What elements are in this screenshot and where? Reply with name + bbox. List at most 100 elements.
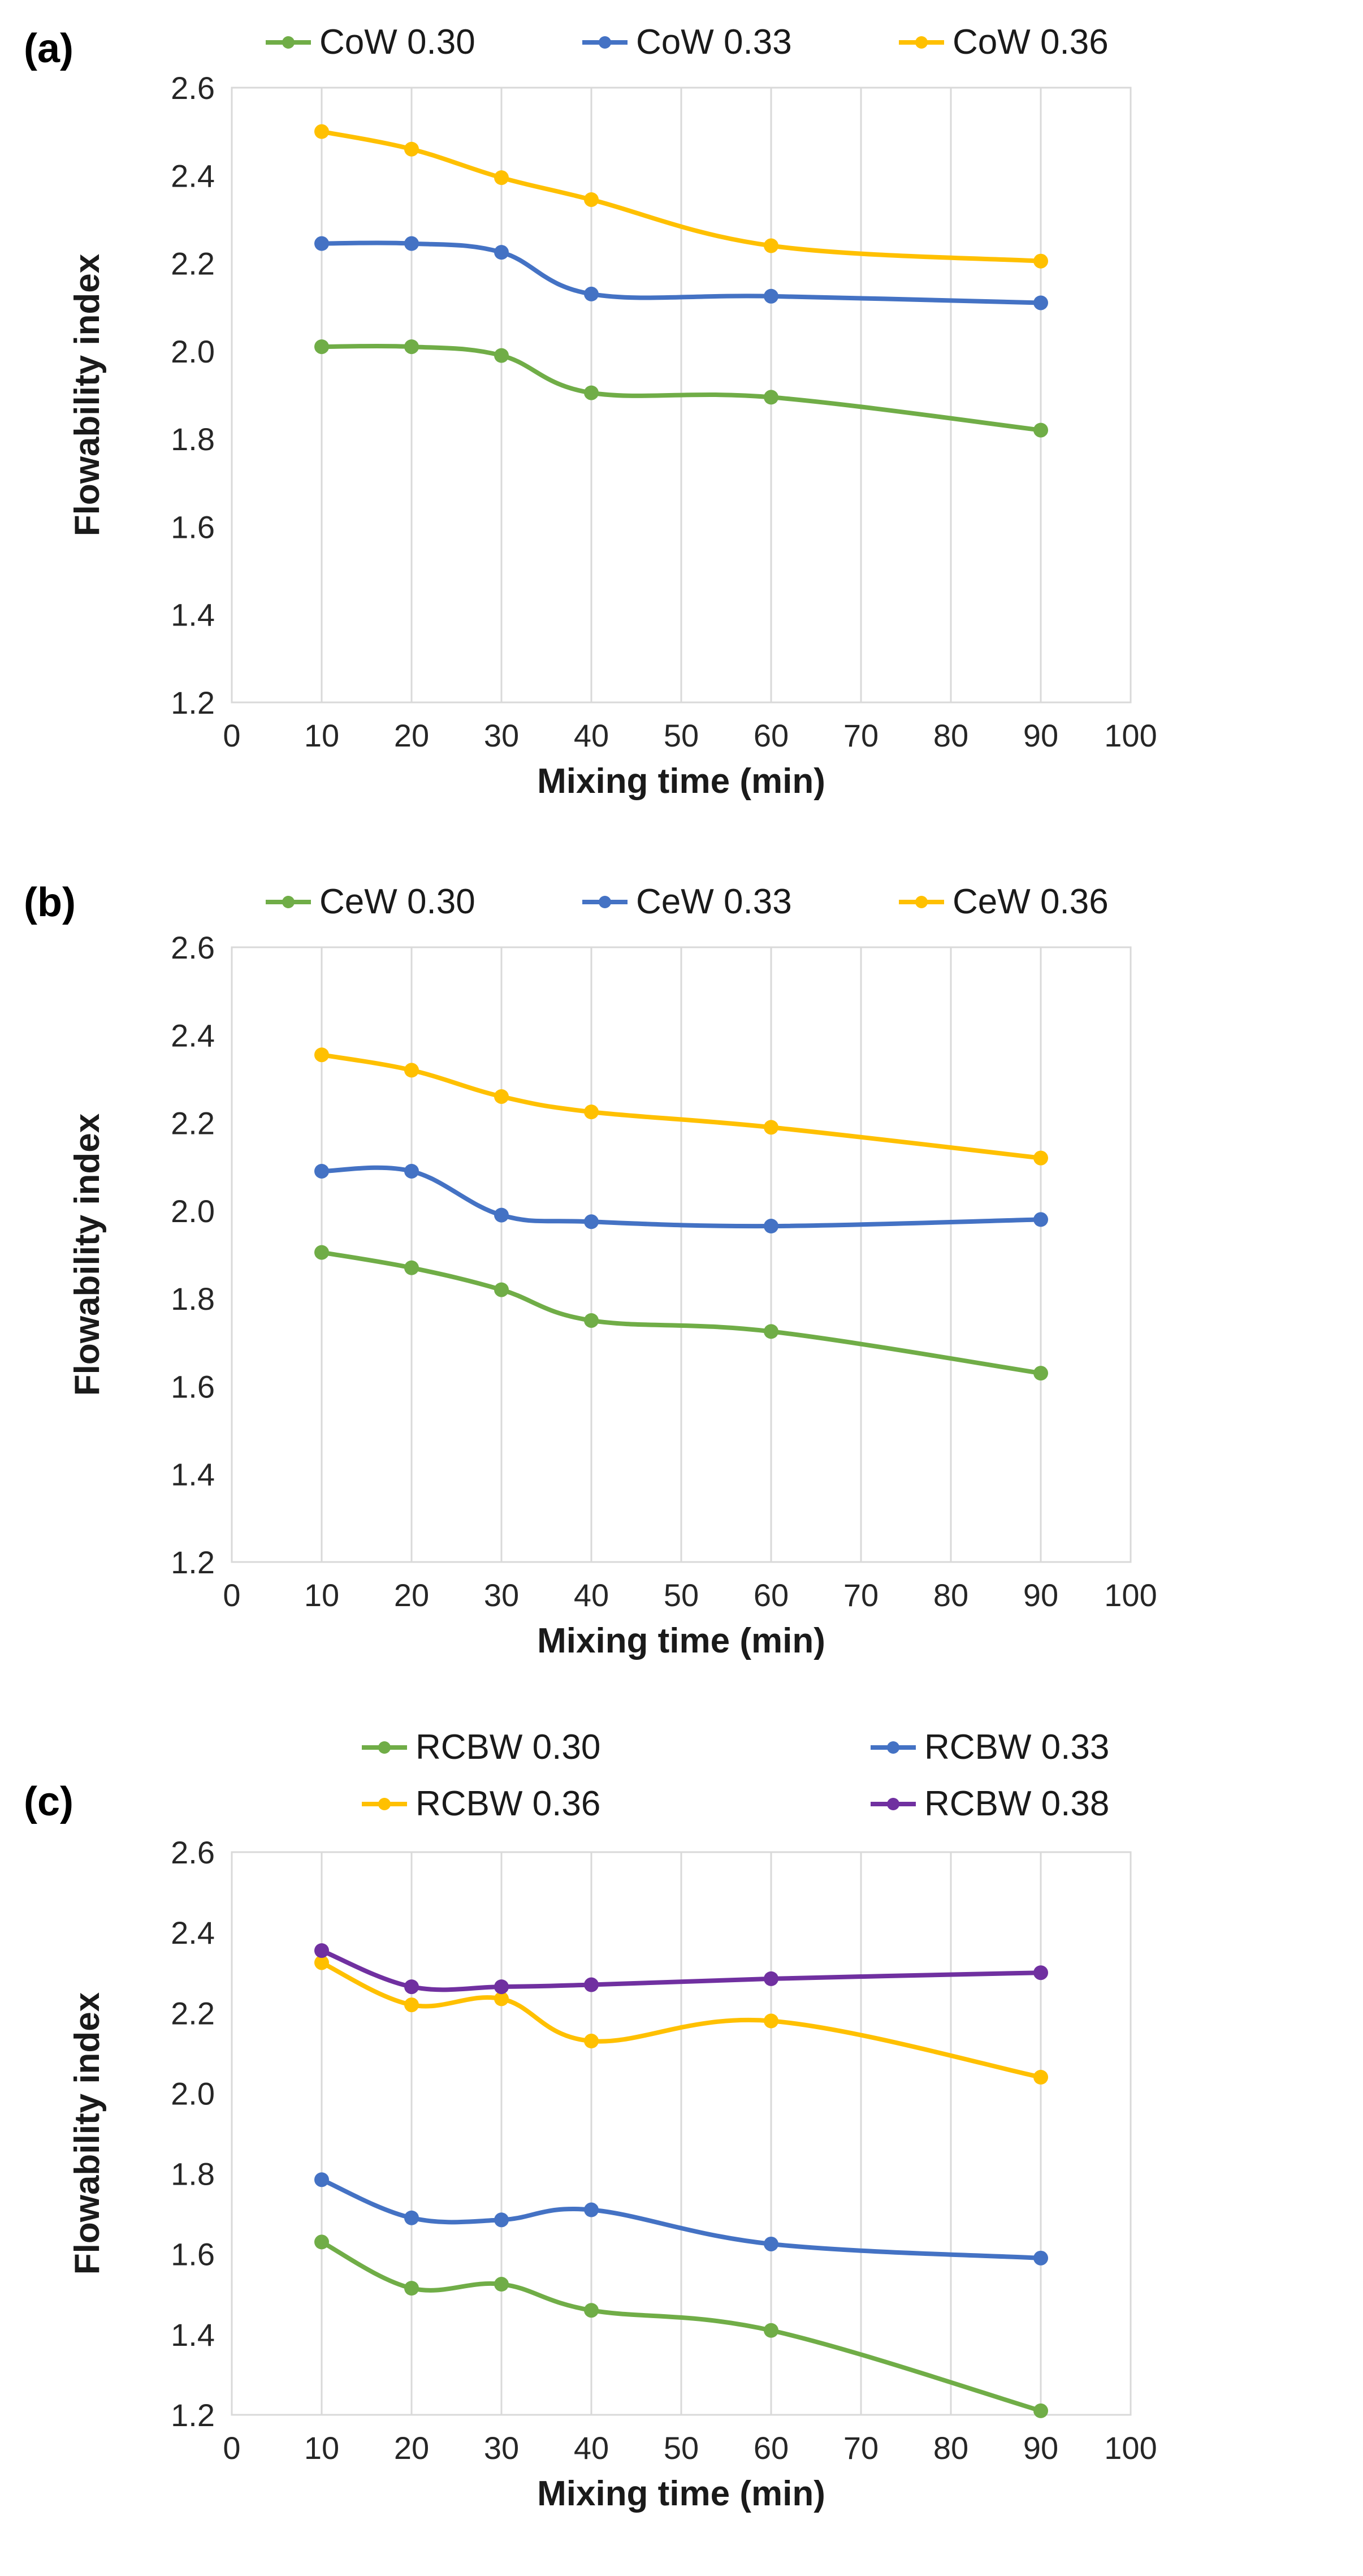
data-point <box>764 390 778 405</box>
x-tick-label: 70 <box>843 1577 879 1613</box>
data-point <box>584 385 599 400</box>
x-tick-label: 70 <box>843 718 879 753</box>
x-tick-label: 60 <box>754 2430 789 2466</box>
legend-label: CeW 0.30 <box>319 882 475 921</box>
data-point <box>494 1207 509 1223</box>
legend-label: RCBW 0.33 <box>924 1728 1109 1767</box>
data-point <box>314 1163 329 1179</box>
legend-label: CoW 0.30 <box>319 23 475 62</box>
data-point <box>314 1943 329 1958</box>
data-point <box>404 236 419 251</box>
chart-panel-a: (a) CoW 0.30 CoW 0.33 CoW 0.36 0 10 20 30 40 50 60… <box>0 0 1363 860</box>
legend-marker <box>378 1741 391 1754</box>
data-point <box>1033 2250 1048 2266</box>
x-tick-label: 10 <box>304 1577 339 1613</box>
data-point <box>404 1997 419 2013</box>
legend-marker <box>887 1798 899 1810</box>
x-tick-label: 50 <box>664 1577 699 1613</box>
y-tick-label: 1.6 <box>171 1369 215 1404</box>
data-point <box>404 1979 419 1995</box>
data-point <box>1033 1965 1048 1980</box>
data-point <box>1033 1212 1048 1227</box>
data-point <box>314 2234 329 2250</box>
x-tick-label: 30 <box>484 718 519 753</box>
legend-marker <box>887 1741 899 1754</box>
data-point <box>494 1089 509 1104</box>
y-tick-label: 2.0 <box>171 2076 215 2111</box>
y-tick-label: 1.8 <box>171 1281 215 1317</box>
x-tick-label: 50 <box>664 718 699 753</box>
data-point <box>494 2212 509 2228</box>
data-point <box>584 192 599 207</box>
data-point <box>1033 1150 1048 1166</box>
x-tick-label: 80 <box>933 718 968 753</box>
data-point <box>314 1955 329 1970</box>
data-point <box>1033 253 1048 269</box>
x-tick-label: 40 <box>574 1577 609 1613</box>
data-point <box>404 2281 419 2296</box>
x-tick-label: 0 <box>223 2430 240 2466</box>
data-point <box>1033 295 1048 310</box>
legend-marker <box>282 36 295 49</box>
data-point <box>314 1245 329 1260</box>
x-tick-label: 70 <box>843 2430 879 2466</box>
data-point <box>314 2172 329 2187</box>
data-point <box>1033 1366 1048 1381</box>
y-tick-label: 1.8 <box>171 421 215 457</box>
panel-label: (a) <box>24 26 73 71</box>
y-tick-label: 2.6 <box>171 1835 215 1870</box>
legend-label: RCBW 0.36 <box>416 1784 600 1823</box>
data-point <box>1033 2070 1048 2085</box>
x-tick-label: 0 <box>223 718 240 753</box>
x-tick-label: 100 <box>1104 2430 1157 2466</box>
data-point <box>494 170 509 185</box>
legend-marker <box>599 36 611 49</box>
x-tick-label: 40 <box>574 718 609 753</box>
data-point <box>404 141 419 157</box>
x-axis-title: Mixing time (min) <box>537 2474 825 2513</box>
y-tick-label: 1.4 <box>171 1457 215 1492</box>
data-point <box>494 1282 509 1297</box>
data-point <box>404 2210 419 2225</box>
data-point <box>584 1313 599 1328</box>
chart-panel-c: (c) RCBW 0.30 RCBW 0.33 RCBW 0.36 RCBW 0.38 0… <box>0 1719 1363 2576</box>
x-tick-label: 100 <box>1104 1577 1157 1613</box>
data-point <box>494 1991 509 2007</box>
x-tick-label: 90 <box>1023 718 1058 753</box>
x-tick-label: 20 <box>394 1577 429 1613</box>
data-point <box>314 1047 329 1063</box>
data-point <box>764 238 778 253</box>
x-tick-label: 80 <box>933 2430 968 2466</box>
y-tick-label: 2.2 <box>171 246 215 282</box>
data-point <box>764 2236 778 2251</box>
data-point <box>584 1104 599 1120</box>
y-tick-label: 1.8 <box>171 2156 215 2192</box>
data-point <box>764 2323 778 2338</box>
legend-marker <box>915 36 928 49</box>
data-point <box>764 288 778 304</box>
chart-a-svg: (a) CoW 0.30 CoW 0.33 CoW 0.36 0 10 20 30 40 50 60… <box>24 23 1157 801</box>
data-point <box>314 339 329 355</box>
y-tick-label: 1.2 <box>171 2397 215 2433</box>
x-tick-label: 60 <box>754 718 789 753</box>
x-tick-label: 60 <box>754 1577 789 1613</box>
legend-label: RCBW 0.30 <box>416 1728 600 1767</box>
legend-marker <box>282 896 295 908</box>
x-axis-title: Mixing time (min) <box>537 1621 825 1660</box>
data-point <box>764 1219 778 1234</box>
data-point <box>314 236 329 251</box>
y-tick-label: 2.4 <box>171 1915 215 1951</box>
legend-marker <box>915 896 928 908</box>
data-point <box>494 245 509 260</box>
y-tick-label: 1.4 <box>171 597 215 633</box>
data-point <box>404 1063 419 1078</box>
y-axis-title: Flowability index <box>68 253 107 536</box>
y-tick-label: 2.0 <box>171 334 215 369</box>
legend-label: CoW 0.36 <box>953 23 1109 62</box>
data-point <box>1033 422 1048 438</box>
x-tick-label: 30 <box>484 1577 519 1613</box>
data-point <box>764 1120 778 1135</box>
y-tick-label: 2.4 <box>171 158 215 193</box>
panel-label: (b) <box>24 880 76 925</box>
legend-label: RCBW 0.38 <box>924 1784 1109 1823</box>
